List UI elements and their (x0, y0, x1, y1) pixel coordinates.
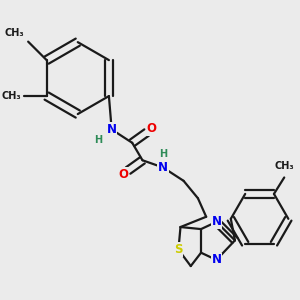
Text: CH₃: CH₃ (274, 161, 294, 171)
Text: H: H (94, 135, 102, 145)
Text: N: N (158, 161, 168, 174)
Text: CH₃: CH₃ (4, 28, 24, 38)
Text: N: N (212, 215, 221, 228)
Text: N: N (107, 123, 117, 136)
Text: CH₃: CH₃ (1, 91, 21, 101)
Text: S: S (174, 243, 183, 256)
Text: O: O (118, 168, 128, 181)
Text: N: N (212, 254, 221, 266)
Text: H: H (159, 149, 167, 159)
Text: O: O (147, 122, 157, 135)
